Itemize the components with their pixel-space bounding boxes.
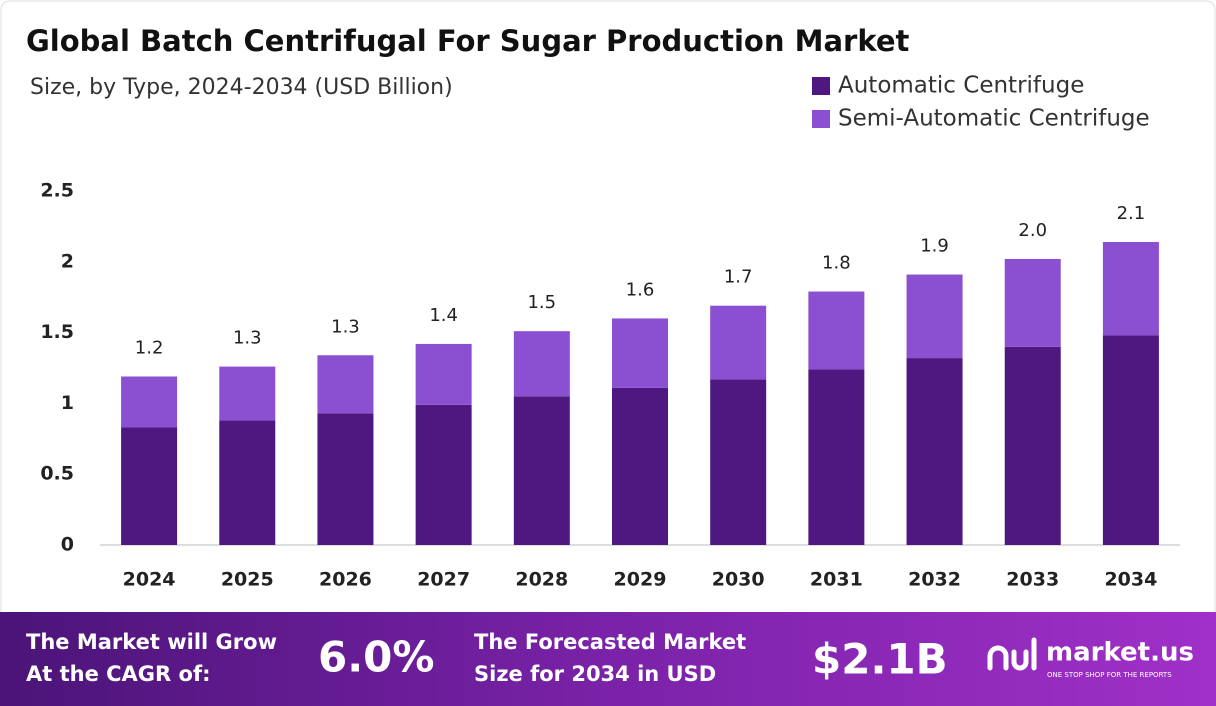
x-tick-label: 2029 <box>614 569 667 591</box>
bar-segment <box>513 396 570 545</box>
total-label: 1.3 <box>331 316 360 337</box>
x-tick-label: 2033 <box>1006 569 1059 591</box>
forecast-text: Size for 2034 in USD <box>474 662 716 686</box>
bar-segment <box>710 305 767 380</box>
forecast-text: The Forecasted Market <box>474 630 746 654</box>
brand-logo <box>987 637 1037 671</box>
total-label: 2.0 <box>1018 220 1047 241</box>
x-tick-label: 2026 <box>319 569 372 591</box>
bar-segment <box>1102 241 1159 336</box>
bar-segment <box>219 366 276 421</box>
x-tick-label: 2024 <box>123 569 176 591</box>
bar-segment <box>317 355 374 414</box>
forecast-value: $2.1B <box>812 635 948 684</box>
total-label: 1.4 <box>429 305 458 326</box>
y-tick-label: 1.5 <box>40 321 74 343</box>
x-tick-label: 2032 <box>908 569 961 591</box>
bar-segment <box>808 369 865 545</box>
cagr-value: 6.0% <box>318 633 434 682</box>
legend-swatch <box>812 110 830 128</box>
bar-segment <box>612 318 668 388</box>
y-tick-label: 0 <box>61 534 74 556</box>
bar-segment <box>513 331 570 397</box>
total-label: 1.6 <box>626 279 655 300</box>
legend-label: Semi-Automatic Centrifuge <box>838 106 1150 132</box>
bar-segment <box>612 387 668 545</box>
x-tick-label: 2031 <box>810 569 863 591</box>
legend-label: Automatic Centrifuge <box>838 73 1084 99</box>
cagr-text: The Market will Grow <box>26 630 277 654</box>
legend-swatch <box>812 77 830 95</box>
total-label: 1.8 <box>822 253 851 274</box>
bar-segment <box>1004 346 1061 545</box>
y-tick-label: 2.5 <box>40 180 74 202</box>
bar-segment <box>219 420 276 545</box>
x-tick-label: 2027 <box>417 569 470 591</box>
legend: Automatic Centrifuge Semi-Automatic Centr… <box>812 73 1150 132</box>
chart-subtitle: Size, by Type, 2024-2034 (USD Billion) <box>30 75 453 100</box>
x-tick-label: 2028 <box>515 569 568 591</box>
brand: market.us <box>1046 638 1194 668</box>
bar-segment <box>1004 258 1061 347</box>
cagr-text: At the CAGR of: <box>26 662 211 686</box>
bar-segment <box>317 413 374 545</box>
total-label: 2.1 <box>1117 203 1146 224</box>
bar-segment <box>906 274 963 359</box>
chart-title: Global Batch Centrifugal For Sugar Produ… <box>26 24 909 58</box>
bar-segment <box>808 291 865 370</box>
bar-segment <box>415 404 472 545</box>
bar-segment <box>415 343 472 405</box>
plot: 0 0.5 1 1.5 2 2.5 1.2 2024 1.3 2025 1.3 2026 1.4 2027… <box>40 180 1180 591</box>
bar-segment <box>906 358 963 545</box>
bar-segment <box>121 376 178 428</box>
bar-segment <box>121 427 178 545</box>
x-tick-label: 2025 <box>221 569 274 591</box>
y-tick-label: 2 <box>61 250 74 272</box>
total-label: 1.7 <box>724 267 753 288</box>
total-label: 1.3 <box>233 328 262 349</box>
bar-segment <box>710 379 767 545</box>
total-label: 1.5 <box>527 292 556 313</box>
x-tick-label: 2034 <box>1104 569 1157 591</box>
y-tick-label: 1 <box>61 392 74 414</box>
bar-segment <box>1102 335 1159 545</box>
tagline: ONE STOP SHOP FOR THE REPORTS <box>1047 671 1172 679</box>
total-label: 1.2 <box>135 337 164 358</box>
y-tick-label: 0.5 <box>40 463 74 485</box>
x-tick-label: 2030 <box>712 569 765 591</box>
total-label: 1.9 <box>920 236 949 257</box>
